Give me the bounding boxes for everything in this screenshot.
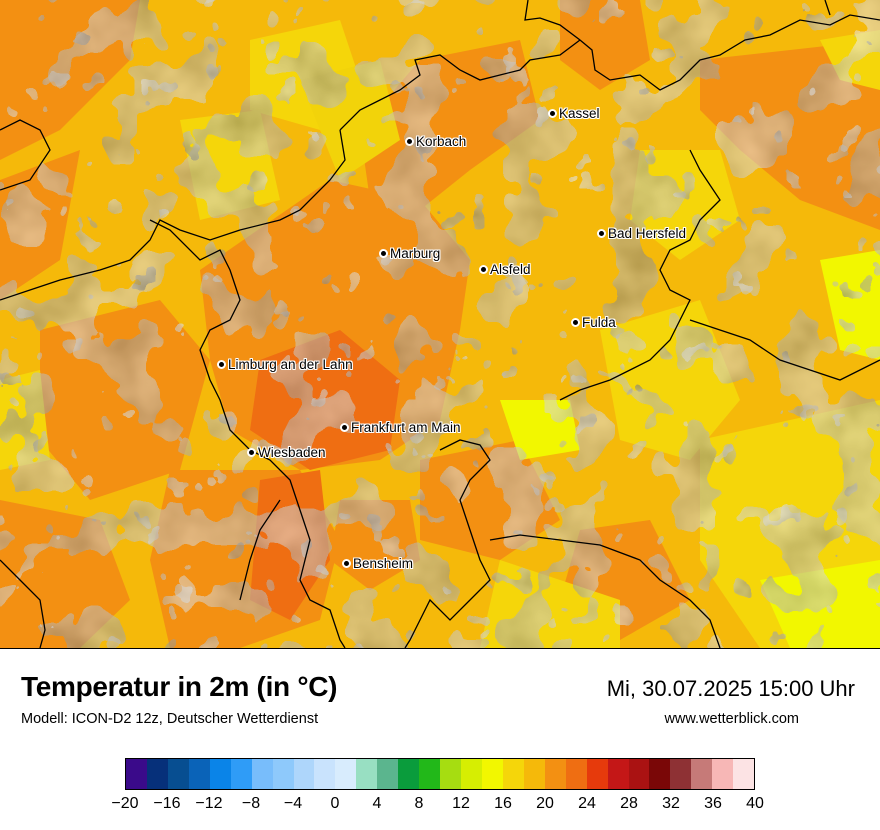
legend-swatch [712,759,734,789]
city-marburg: Marburg [379,246,440,262]
city-marker-icon [597,228,606,238]
city-bensheim: Bensheim [342,556,413,572]
legend-swatch [586,759,608,789]
legend-tick-label: 28 [620,795,638,812]
city-alsfeld: Alsfeld [479,262,531,278]
legend-swatch [356,759,378,789]
legend-swatch [230,759,252,789]
city-marker-icon [548,108,557,118]
legend-tick-label: 12 [452,795,470,812]
city-marker-icon [571,317,580,327]
legend-tick-label: −20 [111,795,139,812]
legend-tick-label: 36 [704,795,722,812]
legend-swatch [670,759,692,789]
map-subtitle: Modell: ICON-D2 12z, Deutscher Wetterdie… [21,711,319,727]
legend-swatch [649,759,671,789]
city-marker-icon [217,359,226,369]
legend-swatch [314,759,336,789]
legend-swatch [419,759,441,789]
state-borders [0,0,880,648]
city-bad-hersfeld: Bad Hersfeld [597,226,686,242]
legend-swatch [733,759,755,789]
city-marker-icon [247,447,256,457]
legend-swatch [251,759,273,789]
legend-swatch [440,759,461,789]
city-frankfurt: Frankfurt am Main [340,420,461,436]
legend-tick-label: 8 [414,795,424,812]
forecast-datetime: Mi, 30.07.2025 15:00 Uhr [606,676,855,701]
city-korbach: Korbach [405,134,466,150]
field-texture-cool [0,0,880,648]
city-marker-icon [342,558,351,568]
city-marker-icon [340,422,349,432]
legend-tick-label: 20 [536,795,554,812]
website-link[interactable]: www.wetterblick.com [664,711,799,727]
city-marker-icon [379,248,388,258]
legend-swatch [398,759,420,789]
legend-swatch [565,759,587,789]
legend-tick-label: 32 [662,795,680,812]
legend-swatch [146,759,168,789]
legend-tick-label: 24 [578,795,596,812]
legend-swatch [377,759,399,789]
city-fulda: Fulda [571,315,616,331]
legend-swatch [335,759,357,789]
city-wiesbaden: Wiesbaden [247,445,326,461]
city-marker-icon [479,264,488,274]
legend-tick-label: 4 [372,795,382,812]
legend-swatch [126,759,147,789]
map-title: Temperatur in 2m (in °C) [21,671,338,702]
legend-tick-label: 40 [746,795,764,812]
color-legend [125,758,755,790]
city-kassel: Kassel [548,106,600,122]
temperature-map: Kassel Korbach Bad Hersfeld Marburg Alsf… [0,0,880,649]
legend-swatch [607,759,629,789]
legend-swatch [544,759,566,789]
legend-swatch [461,759,482,789]
legend-swatch [481,759,503,789]
legend-tick-label: −4 [283,795,303,812]
legend-swatch [188,759,210,789]
legend-swatch [691,759,713,789]
legend-tick-label: −16 [153,795,181,812]
legend-tick-label: 0 [330,795,340,812]
legend-swatch [272,759,294,789]
legend-swatch [502,759,524,789]
legend-swatch [167,759,189,789]
legend-swatch [628,759,650,789]
legend-swatch [293,759,315,789]
legend-tick-label: −8 [241,795,261,812]
temperature-field [0,0,880,648]
legend-swatch [523,759,545,789]
legend-tick-label: 16 [494,795,512,812]
city-marker-icon [405,136,414,146]
city-limburg: Limburg an der Lahn [217,357,353,373]
legend-swatch [209,759,231,789]
legend-tick-label: −12 [195,795,223,812]
